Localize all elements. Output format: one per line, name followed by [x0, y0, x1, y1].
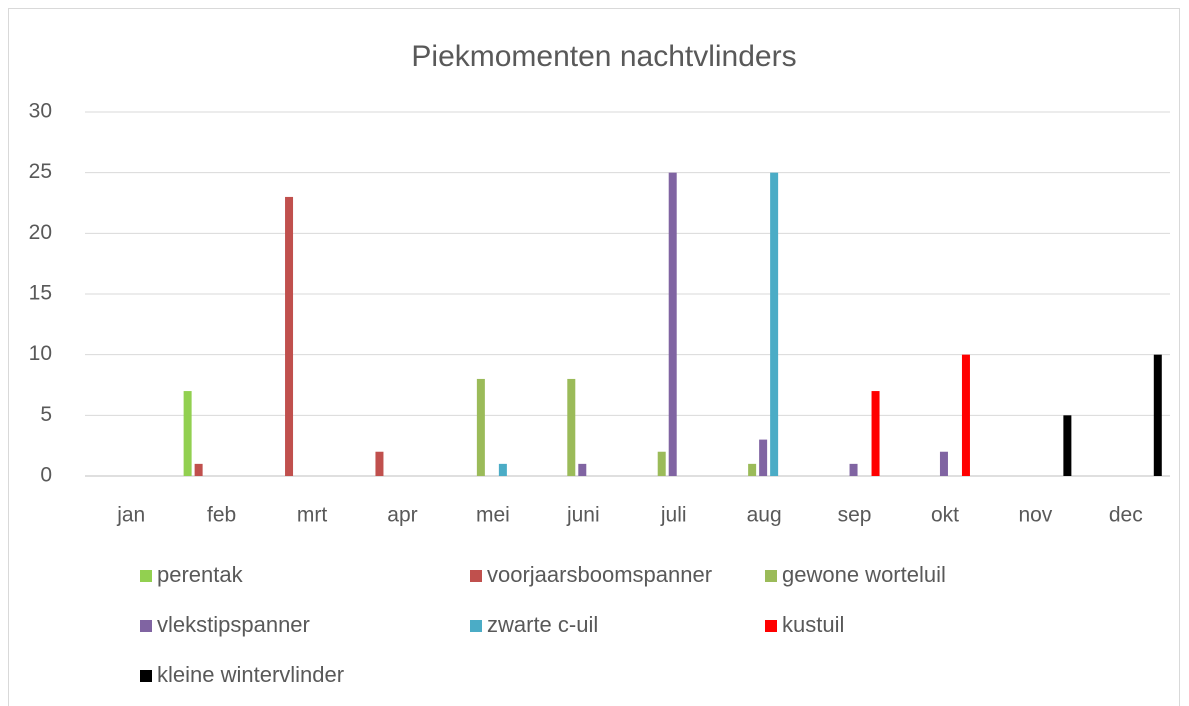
bar	[578, 463, 587, 476]
x-tick-label: mei	[476, 504, 510, 527]
x-tick-label: aug	[747, 504, 782, 527]
x-tick-label: nov	[1018, 504, 1052, 527]
y-tick-label: 30	[29, 100, 52, 123]
x-tick-label: jan	[116, 504, 145, 527]
y-tick-label: 15	[29, 282, 52, 305]
x-tick-label: juli	[660, 504, 687, 527]
legend-label: vlekstipspanner	[157, 612, 310, 637]
x-tick-label: juni	[566, 504, 600, 527]
legend-label: perentak	[157, 562, 244, 587]
legend-label: zwarte c-uil	[487, 612, 598, 637]
bar	[194, 463, 203, 476]
bar	[668, 172, 677, 476]
bar	[285, 196, 294, 476]
legend-swatch	[140, 570, 152, 582]
bar	[1153, 354, 1162, 476]
bar	[498, 463, 507, 476]
bar	[939, 451, 948, 476]
x-tick-label: okt	[931, 504, 959, 527]
legend-label: kustuil	[782, 612, 844, 637]
bar	[849, 463, 858, 476]
legend-label: kleine wintervlinder	[157, 662, 344, 687]
y-tick-label: 5	[40, 403, 52, 426]
bar	[183, 391, 192, 476]
x-tick-label: feb	[207, 504, 236, 527]
bar	[657, 451, 666, 476]
legend-swatch	[140, 670, 152, 682]
bar	[770, 172, 779, 476]
y-tick-label: 20	[29, 221, 52, 244]
chart-title: Piekmomenten nachtvlinders	[411, 40, 796, 73]
y-tick-label: 0	[40, 464, 52, 487]
legend-label: voorjaarsboomspanner	[487, 562, 712, 587]
legend-label: gewone worteluil	[782, 562, 946, 587]
x-tick-label: sep	[838, 504, 872, 527]
bar	[759, 439, 768, 476]
legend-swatch	[765, 570, 777, 582]
bar	[871, 391, 880, 476]
bar	[748, 463, 757, 476]
bar	[961, 354, 970, 476]
bar	[375, 451, 384, 476]
chart-border	[8, 8, 1180, 706]
x-tick-label: mrt	[297, 504, 327, 527]
bar	[567, 378, 576, 476]
legend-swatch	[470, 620, 482, 632]
y-tick-label: 25	[29, 160, 52, 183]
x-tick-label: dec	[1109, 504, 1143, 527]
x-tick-label: apr	[387, 504, 417, 527]
y-tick-label: 10	[29, 342, 52, 365]
legend-swatch	[470, 570, 482, 582]
legend-swatch	[140, 620, 152, 632]
legend-swatch	[765, 620, 777, 632]
bar	[1063, 415, 1072, 476]
bar	[476, 378, 485, 476]
